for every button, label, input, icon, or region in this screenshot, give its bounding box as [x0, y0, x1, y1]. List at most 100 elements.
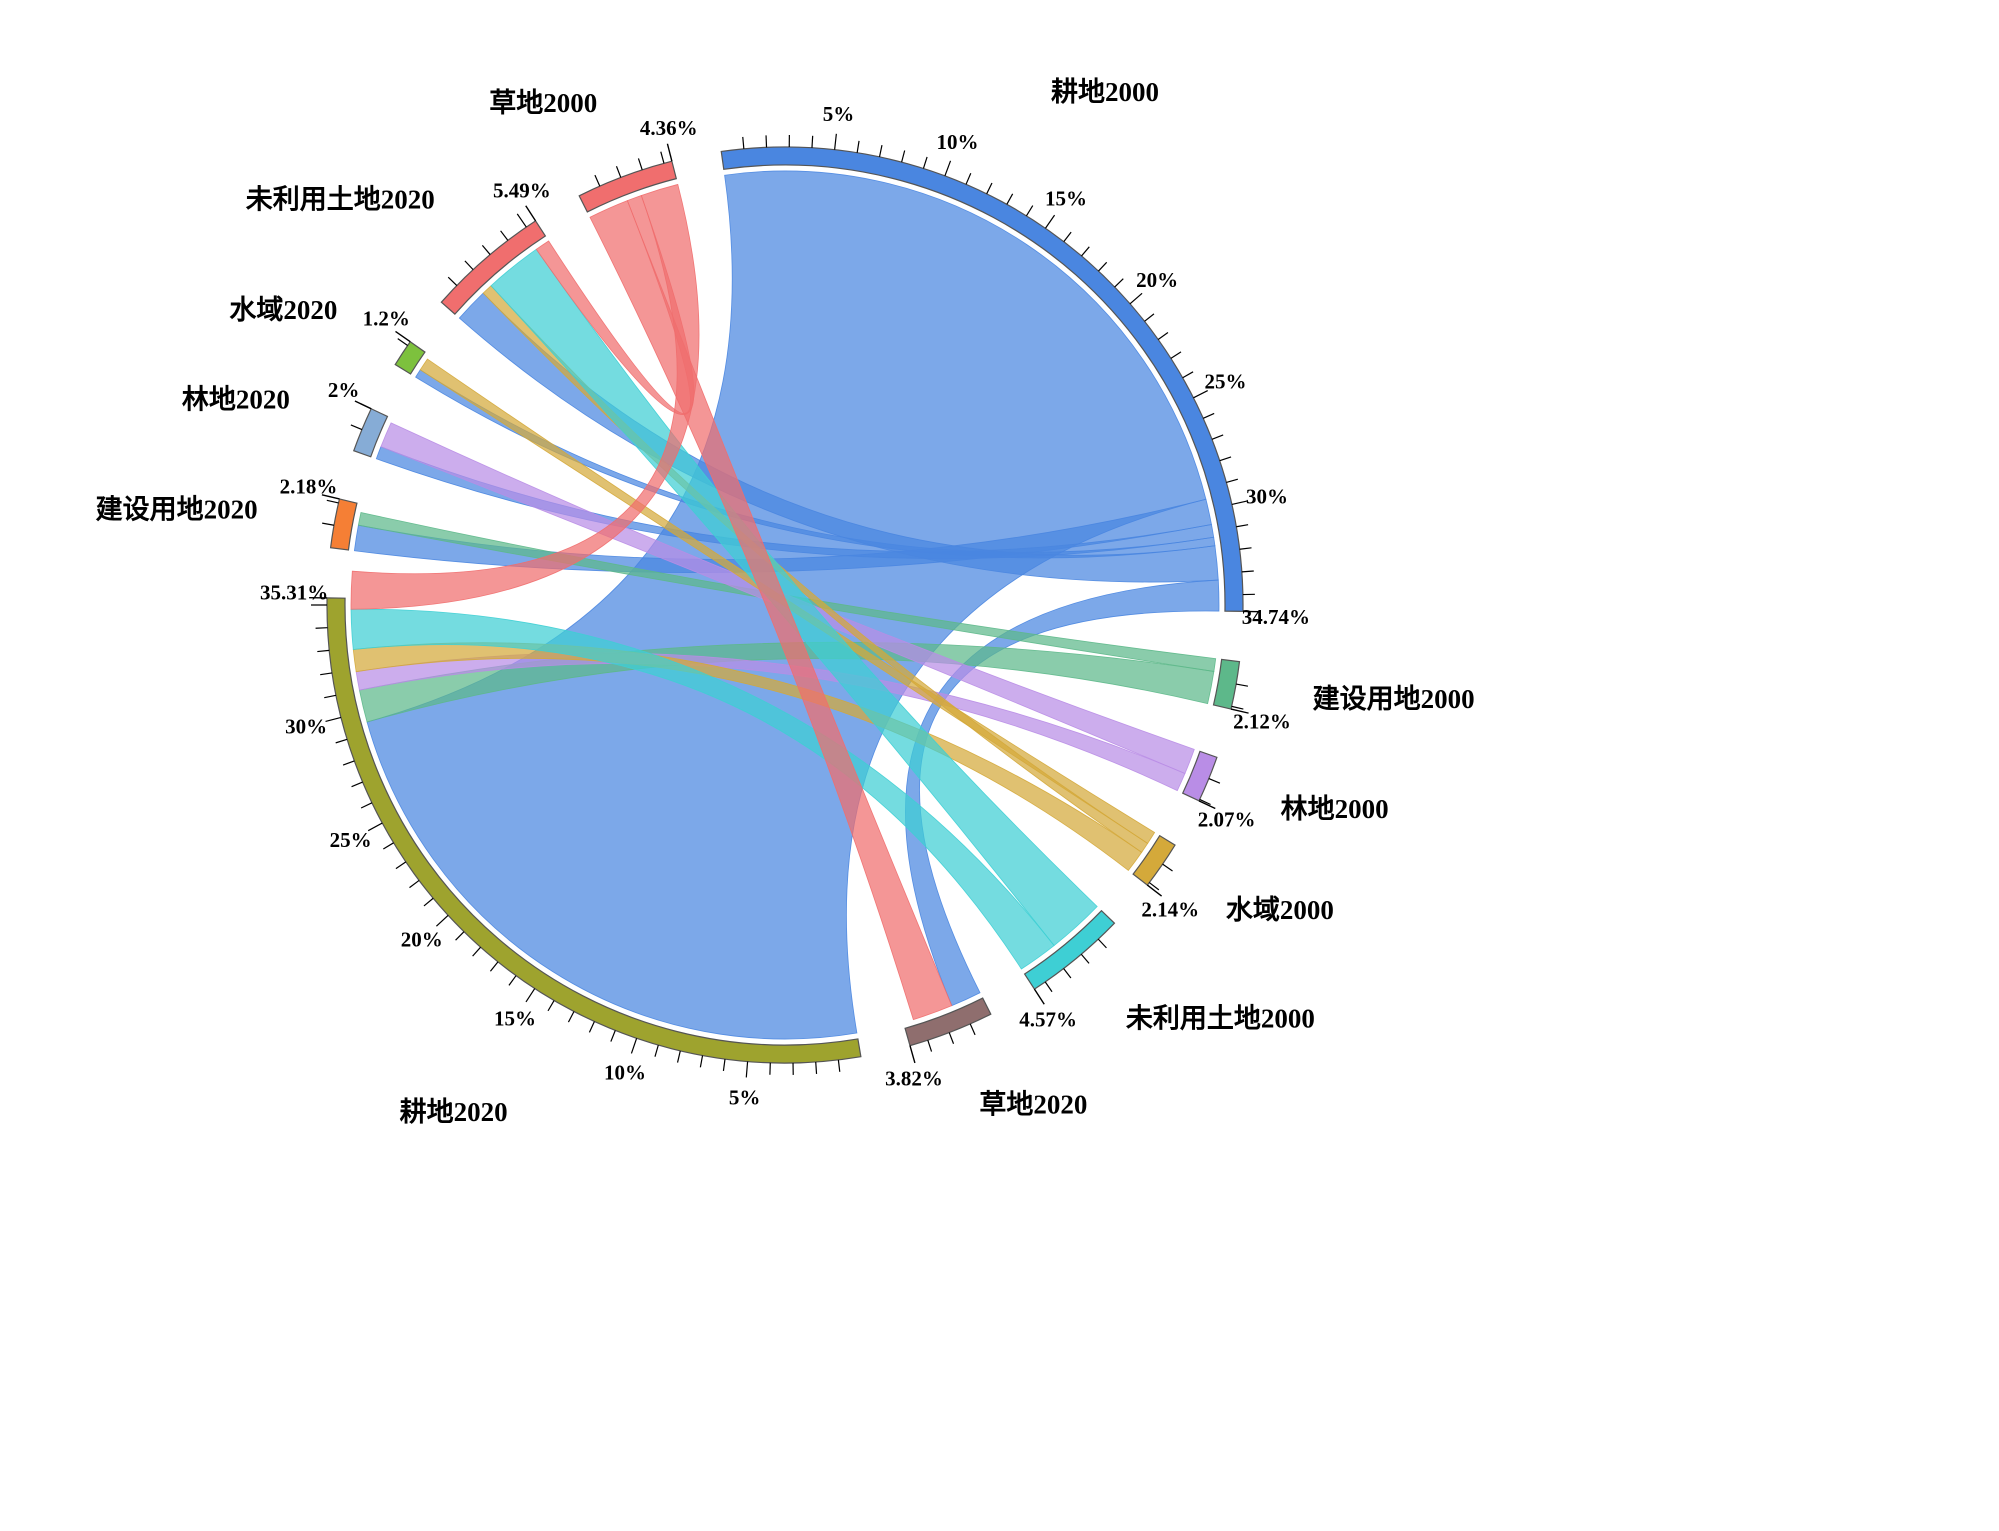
tick-label-cropland_2020-15: 15% [494, 1007, 536, 1031]
tick-label-cropland_2020-10: 10% [604, 1060, 646, 1084]
arc-cropland_2000 [720, 146, 1244, 613]
tick-construction_2020-2 [326, 499, 339, 504]
tick-cropland_2000-6 [856, 140, 860, 153]
tick-cropland_2000-19 [1114, 278, 1124, 288]
end-tick-forest_2000 [1198, 800, 1216, 810]
percent-label-water_2020: 1.2% [363, 307, 410, 331]
segment-label-unused_2020: 未利用土地2020 [246, 184, 435, 214]
tick-cropland_2000-7 [878, 144, 883, 157]
percent-label-cropland_2020: 35.31% [260, 580, 328, 604]
tick-grass_2020-3 [927, 1039, 933, 1052]
tick-forest_2020-2 [360, 403, 372, 410]
tick-cropland_2020-29 [335, 738, 348, 744]
segment-label-construction_2000: 建设用地2000 [1313, 684, 1475, 714]
tick-water_2000-1 [1162, 863, 1173, 872]
tick-cropland_2000-33 [1241, 570, 1254, 573]
tick-cropland_2020-23 [395, 861, 407, 870]
ribbon-unused_2000-to-unused_2020 [490, 248, 1098, 947]
tick-cropland_2020-9 [654, 1044, 659, 1057]
segment-label-cropland_2000: 耕地2000 [1051, 77, 1159, 107]
percent-label-unused_2000: 4.57% [1019, 1008, 1077, 1032]
arc-grass_2020 [904, 997, 992, 1047]
tick-cropland_2000-25 [1193, 390, 1208, 399]
tick-cropland_2000-32 [1239, 547, 1252, 550]
tick-cropland_2020-33 [317, 649, 330, 653]
segment-labels: 34.74% 5% 10% 15% 20% 25% 30% 耕地2000 2.12% 建设用地20… [96, 77, 1475, 1127]
tick-construction_2020-1 [322, 522, 335, 526]
tick-cropland_2000-20 [1129, 292, 1143, 305]
tick-cropland_2000-28 [1219, 456, 1232, 462]
tick-label-cropland_2000-15: 15% [1045, 187, 1087, 211]
arc-unused_2020 [440, 220, 547, 315]
end-tick-grass_2020 [909, 1045, 916, 1064]
tick-cropland_2020-20 [435, 914, 449, 927]
tick-cropland_2000-31 [1236, 524, 1249, 528]
tick-cropland_2000-11 [965, 173, 972, 185]
tick-cropland_2020-28 [342, 760, 355, 766]
tick-grass_2000-3 [637, 158, 643, 171]
tick-unused_2020-2 [464, 260, 474, 271]
tick-cropland_2000-10 [944, 160, 952, 177]
segment-label-grass_2020: 草地2020 [979, 1089, 1087, 1119]
tick-cropland_2000-27 [1211, 434, 1224, 440]
tick-cropland_2000-15 [1044, 214, 1056, 229]
ribbon-water_2000-to-cropland_2020 [352, 642, 1143, 871]
tick-unused_2020-5 [516, 213, 527, 228]
tick-grass_2000-4 [660, 151, 665, 164]
end-tick-unused_2000 [1033, 988, 1045, 1005]
segment-label-construction_2020: 建设用地2020 [96, 494, 258, 524]
tick-construction_2000-2 [1231, 705, 1244, 710]
tick-cropland_2020-27 [351, 781, 363, 788]
tick-cropland_2020-17 [489, 961, 499, 972]
segment-label-unused_2000: 未利用土地2000 [1126, 1004, 1315, 1034]
tick-water_2000-2 [1148, 882, 1160, 891]
percent-label-grass_2020: 3.82% [885, 1067, 943, 1091]
percent-label-forest_2000: 2.07% [1198, 808, 1256, 832]
tick-cropland_2000-26 [1202, 412, 1215, 419]
tick-cropland_2000-14 [1025, 205, 1034, 217]
tick-unused_2000-3 [1063, 968, 1072, 979]
tick-label-cropland_2000-25: 25% [1205, 369, 1247, 393]
tick-cropland_2020-13 [567, 1011, 575, 1023]
tick-unused_2020-1 [447, 276, 458, 286]
tick-cropland_2000-24 [1182, 371, 1194, 379]
tick-unused_2000-4 [1044, 981, 1053, 993]
tick-label-cropland_2020-30: 30% [285, 714, 327, 738]
segment-label-forest_2000: 林地2000 [1281, 794, 1389, 824]
tick-label-cropland_2020-25: 25% [330, 828, 372, 852]
tick-cropland_2000-9 [922, 156, 928, 169]
tick-label-cropland_2020-5: 5% [729, 1085, 761, 1109]
end-tick-water_2000 [1146, 884, 1163, 897]
tick-grass_2000-2 [615, 166, 622, 178]
tick-cropland_2020-15 [525, 988, 536, 1003]
tick-construction_2000-1 [1236, 683, 1249, 687]
ribbon-cropland_2000-to-unused_2020 [458, 292, 1219, 583]
tick-unused_2020-3 [481, 245, 491, 255]
segment-label-cropland_2020: 耕地2020 [400, 1097, 508, 1127]
percent-label-construction_2000: 2.12% [1233, 710, 1291, 734]
tick-label-cropland_2000-5: 5% [823, 102, 855, 126]
arc-cropland_2020 [326, 597, 862, 1064]
arc-water_2020 [394, 340, 426, 375]
end-tick-grass_2000 [666, 143, 673, 162]
tick-cropland_2020-32 [320, 672, 333, 676]
segment-arcs [326, 146, 1244, 1064]
tick-grass_2000-1 [594, 174, 601, 187]
ribbon-construction_2000-to-construction_2020 [357, 512, 1217, 672]
tick-cropland_2020-12 [588, 1021, 595, 1033]
tick-cropland_2020-22 [409, 879, 420, 889]
arc-grass_2000 [578, 160, 678, 213]
segment-label-water_2020: 水域2020 [229, 295, 337, 325]
tick-cropland_2020-25 [367, 822, 383, 832]
segment-label-water_2000: 水域2000 [1226, 895, 1334, 925]
tick-cropland_2020-7 [699, 1055, 704, 1068]
end-tick-construction_2020 [321, 494, 340, 500]
tick-forest_2000-2 [1199, 798, 1211, 806]
tick-cropland_2020-2 [815, 1061, 818, 1074]
tick-cropland_2000-12 [986, 182, 993, 195]
tick-cropland_2020-26 [360, 802, 373, 809]
tick-label-cropland_2020-20: 20% [401, 928, 443, 952]
tick-cropland_2020-1 [837, 1059, 841, 1072]
tick-cropland_2020-19 [455, 931, 465, 941]
tick-label-cropland_2000-10: 10% [937, 130, 979, 154]
